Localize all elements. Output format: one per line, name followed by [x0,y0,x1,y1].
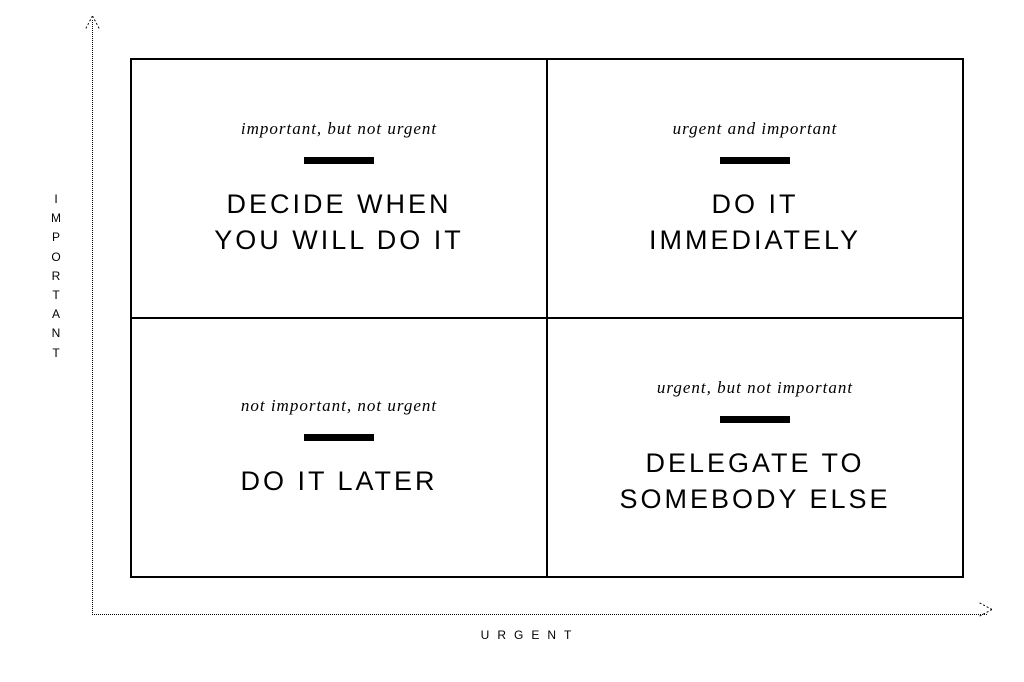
quadrant-action: DO IT LATER [240,463,437,499]
quadrant-sublabel: urgent and important [673,119,838,139]
quadrant-action: DELEGATE TO SOMEBODY ELSE [619,445,890,518]
quadrant-not-important-not-urgent: not important, not urgent DO IT LATER [131,318,547,577]
x-axis-arrow-icon [976,601,992,623]
y-axis-line [92,20,93,615]
eisenhower-matrix: IMPORTANT URGENT important, but not urge… [60,20,1000,640]
divider-bar [720,416,790,423]
x-axis-line [92,614,987,615]
matrix-grid: important, but not urgent DECIDE WHEN YO… [130,58,964,578]
quadrant-sublabel: not important, not urgent [241,396,437,416]
divider-bar [304,434,374,441]
quadrant-sublabel: important, but not urgent [241,119,437,139]
quadrant-urgent-not-important: urgent, but not important DELEGATE TO SO… [547,318,963,577]
quadrant-important-not-urgent: important, but not urgent DECIDE WHEN YO… [131,59,547,318]
quadrant-action: DECIDE WHEN YOU WILL DO IT [214,186,464,259]
quadrant-action: DO IT IMMEDIATELY [649,186,861,259]
divider-bar [720,157,790,164]
y-axis-label: IMPORTANT [50,190,70,363]
x-axis-label: URGENT [481,628,580,642]
quadrant-urgent-important: urgent and important DO IT IMMEDIATELY [547,59,963,318]
quadrant-sublabel: urgent, but not important [657,378,853,398]
divider-bar [304,157,374,164]
